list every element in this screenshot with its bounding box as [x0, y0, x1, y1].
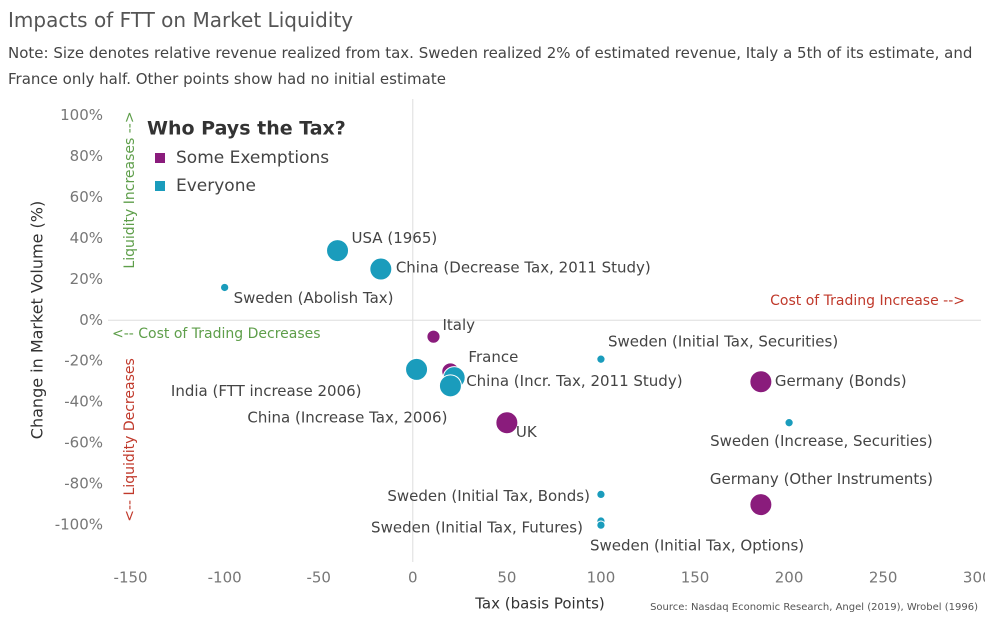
- point-label: China (Decrease Tax, 2011 Study): [396, 259, 651, 277]
- bubble: [405, 357, 429, 381]
- y-tick-label: 0%: [79, 311, 103, 329]
- y-tick-label: 80%: [70, 147, 103, 165]
- point-label: Sweden (Abolish Tax): [234, 289, 394, 307]
- bubble: [596, 489, 606, 500]
- source: Source: Nasdaq Economic Research, Angel …: [650, 602, 978, 613]
- legend-label: Some Exemptions: [176, 148, 329, 168]
- point-label: Sweden (Initial Tax, Bonds): [387, 487, 590, 505]
- point-label: China (Incr. Tax, 2011 Study): [466, 372, 682, 390]
- x-tick-label: -50: [306, 569, 331, 587]
- point-label: China (Increase Tax, 2006): [247, 408, 447, 426]
- legend-title: Who Pays the Tax?: [147, 118, 346, 140]
- bubble: [596, 520, 606, 530]
- bubble: [749, 370, 773, 394]
- point-label: Sweden (Increase, Securities): [710, 432, 933, 450]
- point-label: Germany (Other Instruments): [710, 470, 933, 488]
- x-axis-title: Tax (basis Points): [474, 595, 605, 613]
- x-tick-label: 100: [587, 569, 616, 587]
- y-tick-label: 60%: [70, 188, 103, 206]
- annotation: <-- Cost of Trading Decreases: [112, 326, 321, 342]
- legend-label: Everyone: [176, 176, 256, 196]
- x-tick-label: 0: [408, 569, 418, 587]
- y-tick-label: 100%: [60, 106, 103, 124]
- x-tick-label: 150: [681, 569, 710, 587]
- chart-subtitle: Note: Size denotes relative revenue real…: [8, 44, 973, 88]
- bubble: [438, 374, 462, 398]
- bubble: [749, 493, 773, 517]
- bubble: [784, 418, 794, 428]
- legend-swatch: [155, 153, 165, 163]
- x-tick-label: 50: [497, 569, 516, 587]
- bubble: [495, 411, 519, 435]
- y-tick-label: -100%: [55, 516, 103, 534]
- chart-title: Impacts of FTT on Market Liquidity: [8, 8, 354, 32]
- point-label: India (FTT increase 2006): [171, 382, 362, 400]
- point-label: Sweden (Initial Tax, Options): [590, 537, 804, 555]
- point-label: UK: [516, 423, 538, 441]
- y-tick-label: -80%: [64, 475, 103, 493]
- legend-swatch: [155, 181, 165, 191]
- point-label: USA (1965): [352, 229, 438, 247]
- bubble: [426, 329, 441, 344]
- x-tick-label: 300: [963, 569, 985, 587]
- bubble: [220, 282, 230, 293]
- y-tick-label: -20%: [64, 352, 103, 370]
- x-tick-label: -100: [208, 569, 242, 587]
- bubble: [326, 239, 350, 263]
- y-tick-label: -40%: [64, 393, 103, 411]
- annotation: Liquidity Increases -->: [122, 111, 138, 268]
- x-tick-label: 200: [775, 569, 804, 587]
- y-tick-label: -60%: [64, 434, 103, 452]
- x-tick-label: 250: [869, 569, 898, 587]
- annotation: Cost of Trading Increase -->: [770, 293, 965, 309]
- y-tick-label: 20%: [70, 270, 103, 288]
- point-label: Sweden (Initial Tax, Securities): [608, 333, 838, 351]
- x-tick-label: -150: [114, 569, 148, 587]
- bubble: [369, 257, 393, 281]
- annotation: <-- Liquidity Decreases: [122, 358, 138, 522]
- y-tick-label: 40%: [70, 229, 103, 247]
- point-label: Italy: [442, 316, 475, 334]
- y-axis-title: Change in Market Volume (%): [28, 201, 47, 439]
- bubble: [596, 354, 606, 364]
- point-label: Sweden (Initial Tax, Futures): [371, 519, 583, 537]
- point-label: France: [468, 348, 518, 366]
- point-label: Germany (Bonds): [775, 372, 907, 390]
